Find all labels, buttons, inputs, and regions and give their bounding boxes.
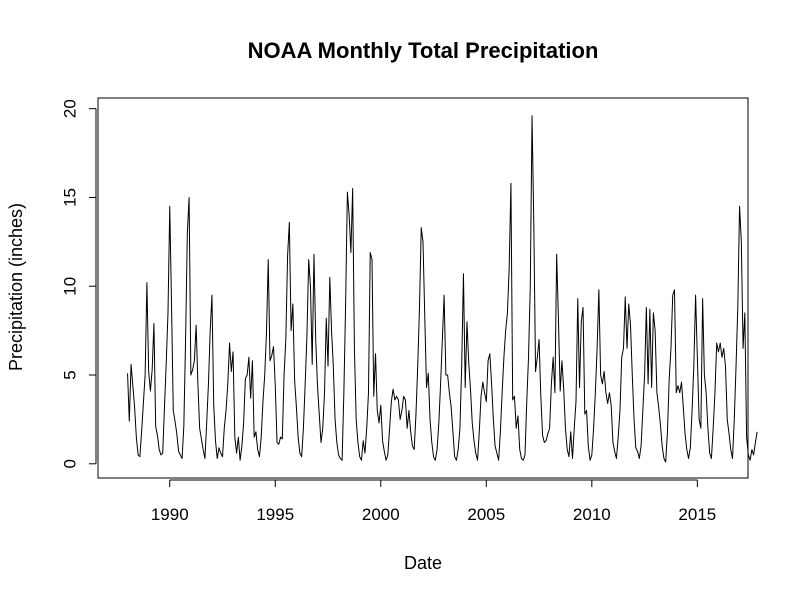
y-tick-label: 0 xyxy=(61,459,80,468)
x-tick-label: 2010 xyxy=(573,505,611,524)
y-tick-label: 10 xyxy=(61,277,80,296)
chart-title: NOAA Monthly Total Precipitation xyxy=(248,38,599,63)
plot-frame xyxy=(97,97,749,479)
y-axis-label: Precipitation (inches) xyxy=(6,203,26,371)
x-tick-label: 2000 xyxy=(362,505,400,524)
x-tick-label: 1995 xyxy=(256,505,294,524)
x-tick-label: 1990 xyxy=(151,505,189,524)
x-axis: 1990 1995 2000 2005 2010 2015 xyxy=(151,479,716,524)
y-tick-label: 20 xyxy=(61,99,80,118)
y-tick-label: 5 xyxy=(61,370,80,379)
precipitation-series-line xyxy=(127,115,758,463)
y-tick-label: 15 xyxy=(61,188,80,207)
x-tick-label: 2005 xyxy=(467,505,505,524)
x-tick-label: 2015 xyxy=(678,505,716,524)
x-axis-label: Date xyxy=(404,553,442,573)
y-axis: 0 5 10 15 20 xyxy=(61,99,97,469)
